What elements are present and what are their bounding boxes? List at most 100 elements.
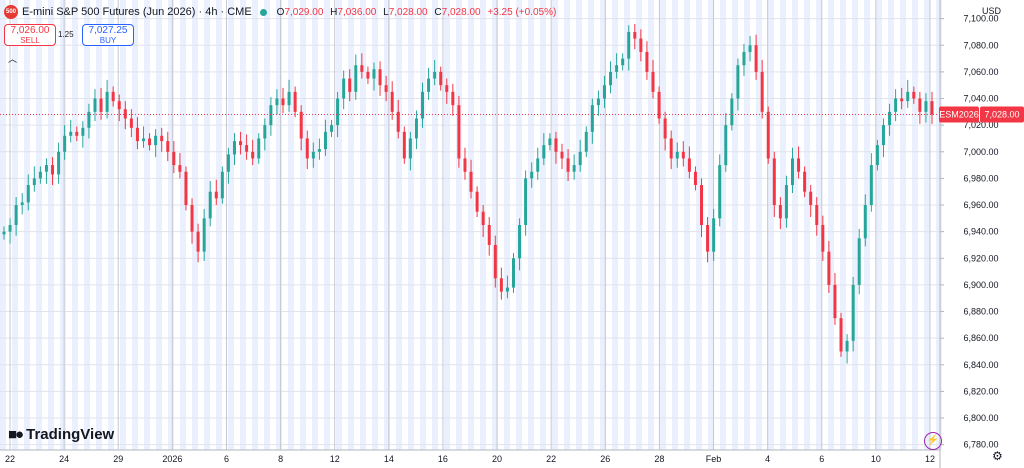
candle (493, 235, 497, 288)
candle-body (645, 51, 649, 72)
candle-body (894, 98, 898, 112)
candle-body (518, 225, 522, 259)
candle (166, 131, 170, 162)
price-tick-label: 7,080.00 (963, 40, 998, 50)
candles (2, 23, 934, 364)
candle (439, 66, 443, 91)
session-band (408, 0, 414, 450)
candle-body (481, 211, 485, 225)
candle-body (742, 51, 746, 66)
candle (117, 94, 121, 122)
session-band (600, 0, 606, 450)
candle (414, 110, 418, 150)
time-tick-label: 24 (59, 454, 69, 464)
candle-body (754, 45, 758, 72)
candle-body (845, 340, 849, 352)
symbol-tag-label: ESM2026 (939, 109, 979, 119)
candle-body (408, 138, 412, 159)
candle (736, 58, 740, 111)
candle-body (760, 71, 764, 112)
candle-body (693, 171, 697, 186)
candle (178, 153, 182, 179)
candle (26, 174, 30, 211)
candle (123, 101, 127, 130)
candle-body (184, 171, 188, 206)
candle (299, 105, 303, 151)
candle-body (348, 78, 352, 92)
candle (220, 166, 224, 204)
symbol-title[interactable]: E-mini S&P 500 Futures (Jun 2026) · 4h ·… (22, 6, 252, 18)
candle (463, 147, 467, 180)
candle (293, 86, 297, 118)
candle (833, 272, 837, 325)
time-tick-label: 12 (330, 454, 340, 464)
candle-body (135, 127, 139, 142)
candle-body (748, 45, 752, 52)
candle-body (330, 125, 334, 132)
candle-body (499, 278, 503, 292)
candle (469, 159, 473, 199)
candle-body (487, 225, 491, 245)
candle-body (590, 105, 594, 132)
session-band (132, 0, 138, 450)
candle-body (26, 185, 30, 203)
price-axis[interactable]: 7,100.00 7,080.00 7,060.00 7,040.00 7,020.00… (939, 0, 999, 468)
candle (69, 119, 73, 143)
candle-body (111, 91, 115, 102)
candle-body (827, 251, 831, 285)
candle-body (712, 218, 716, 252)
session-band (444, 0, 450, 450)
candle-body (833, 284, 837, 319)
candle (99, 87, 103, 120)
candle-body (875, 145, 879, 166)
session-band (204, 0, 210, 450)
session-band (588, 0, 594, 450)
candle (202, 209, 206, 261)
candle-body (706, 225, 710, 252)
session-band (360, 0, 366, 450)
flash-icon[interactable]: ⚡ (924, 432, 942, 450)
candle (900, 87, 904, 110)
candle (742, 43, 746, 76)
candle (851, 276, 855, 352)
buy-button[interactable]: 7,027.25 BUY (82, 24, 134, 46)
candle (281, 87, 285, 114)
session-band (864, 0, 870, 450)
candle (402, 126, 406, 164)
candle (196, 223, 200, 263)
candle-body (439, 71, 443, 86)
candle (32, 166, 36, 192)
time-tick-label: 22 (546, 454, 556, 464)
session-band (528, 0, 534, 450)
currency-label[interactable]: USD (982, 6, 1002, 16)
candle-body (869, 165, 873, 206)
candle-body (803, 171, 807, 192)
time-axis[interactable]: 22 24 29 2026 6 8 12 14 16 20 22 26 28 Feb 4 6 10 12 (0, 449, 940, 464)
candle (190, 198, 194, 244)
candle (208, 181, 212, 227)
candle (821, 215, 825, 261)
candle (105, 79, 109, 119)
session-band (432, 0, 438, 450)
sell-button[interactable]: 7,026.00 SELL (4, 24, 56, 46)
candle-body (99, 98, 103, 112)
candle-body (772, 158, 776, 206)
candle-body (615, 65, 619, 72)
candle (57, 142, 61, 184)
candle (14, 197, 18, 236)
candle-body (930, 101, 934, 115)
candle-body (621, 58, 625, 66)
candle (633, 23, 637, 50)
candle-body (390, 91, 394, 112)
time-tick-label: 12 (925, 454, 935, 464)
candle (366, 66, 370, 84)
gear-icon[interactable]: ⚙ (992, 449, 1003, 463)
candle (615, 53, 619, 79)
session-band (108, 0, 114, 450)
collapse-caret-icon[interactable]: ︿ (8, 54, 18, 64)
candle-body (257, 138, 261, 159)
candle-body (287, 91, 291, 106)
candle-body (44, 165, 48, 172)
candle-body (505, 287, 509, 292)
